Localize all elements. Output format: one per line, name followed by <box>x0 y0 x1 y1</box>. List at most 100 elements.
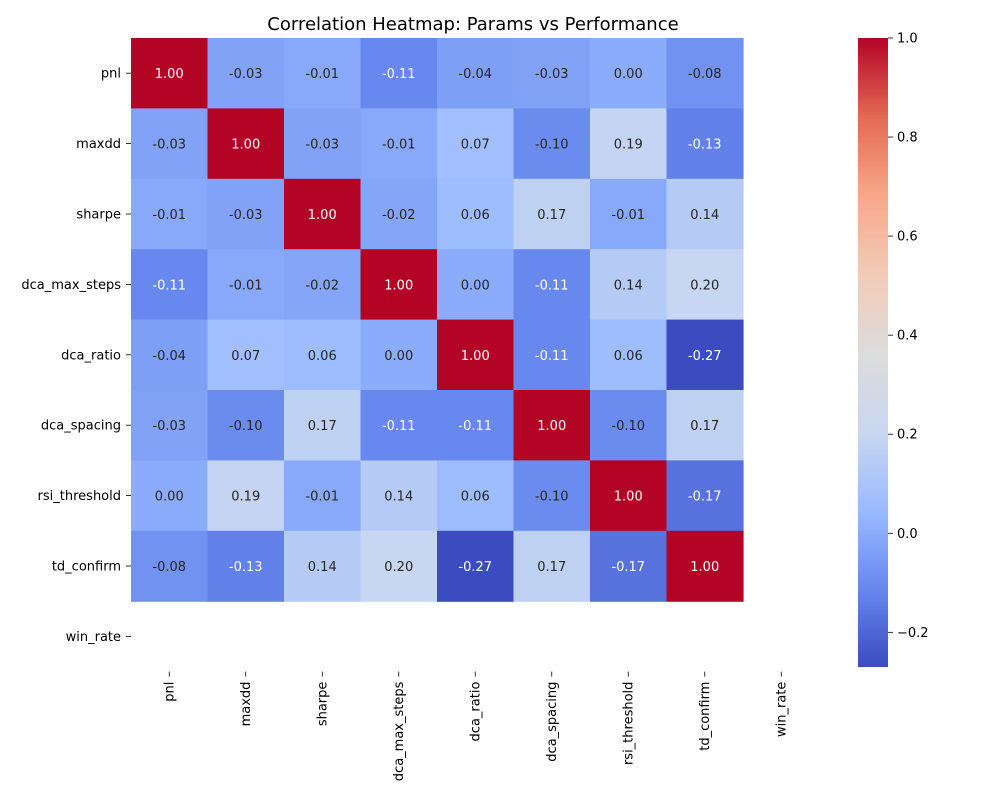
heatmap-cell-dca_ratio-maxdd <box>207 319 285 391</box>
cell-value-label: -0.01 <box>382 138 416 153</box>
cell-value-label: -0.10 <box>611 419 645 434</box>
cell-value-label: 0.17 <box>308 419 337 434</box>
cell-value-label: -0.11 <box>535 278 569 293</box>
x-tick-label-pnl: pnl <box>163 682 178 702</box>
cell-value-label: -0.11 <box>382 67 416 82</box>
y-tick-label-dca_ratio: dca_ratio <box>61 348 121 363</box>
heatmap-cell-labels: 1.00 -0.03 -0.01 -0.11 -0.04 -0.03 0.00 -0.08 -0… <box>152 67 721 575</box>
cell-value-label: -0.27 <box>688 349 722 364</box>
cell-value-label: 0.07 <box>231 349 260 364</box>
cell-value-label: -0.11 <box>382 419 416 434</box>
x-tick-label-maxdd: maxdd <box>239 682 254 727</box>
x-tick-label-win_rate: win_rate <box>775 682 790 737</box>
cell-value-label: 0.00 <box>461 278 490 293</box>
heatmap-cell-sharpe-pnl <box>131 178 209 250</box>
heatmap-cell-maxdd-dca_max_steps <box>360 108 438 180</box>
cell-value-label: -0.03 <box>229 208 263 223</box>
cell-value-label: 0.14 <box>614 278 643 293</box>
heatmap-cell-td_confirm-td_confirm <box>666 530 744 602</box>
heatmap-cells <box>131 38 744 602</box>
cell-value-label: 1.00 <box>308 208 337 223</box>
cell-value-label: 0.14 <box>690 208 719 223</box>
heatmap-cell-sharpe-rsi_threshold <box>590 178 668 250</box>
cell-value-label: 0.06 <box>614 349 643 364</box>
heatmap-cell-dca_ratio-dca_max_steps <box>360 319 438 391</box>
heatmap-cell-pnl-dca_spacing <box>513 38 591 109</box>
cell-value-label: -0.03 <box>229 67 263 82</box>
cell-value-label: -0.01 <box>611 208 645 223</box>
heatmap-cell-sharpe-sharpe <box>284 178 362 250</box>
cell-value-label: 0.06 <box>461 490 490 505</box>
heatmap-cell-maxdd-td_confirm <box>666 108 744 180</box>
heatmap-cell-dca_max_steps-dca_max_steps <box>360 249 438 321</box>
heatmap-cell-sharpe-dca_spacing <box>513 178 591 250</box>
heatmap-cell-td_confirm-dca_max_steps <box>360 530 438 602</box>
cell-value-label: 0.20 <box>690 278 719 293</box>
x-tick-label-td_confirm: td_confirm <box>698 682 713 751</box>
heatmap-cell-dca_max_steps-pnl <box>131 249 209 321</box>
colorbar-tick-label: 0.0 <box>897 527 918 542</box>
cell-value-label: -0.11 <box>458 419 492 434</box>
cell-value-label: 0.00 <box>155 490 184 505</box>
heatmap-cell-dca_spacing-dca_max_steps <box>360 390 438 461</box>
cell-value-label: -0.01 <box>152 208 186 223</box>
heatmap-cell-rsi_threshold-dca_ratio <box>437 460 515 532</box>
heatmap-cell-td_confirm-rsi_threshold <box>590 530 668 602</box>
y-tick-label-rsi_threshold: rsi_threshold <box>38 489 121 504</box>
cell-value-label: 0.07 <box>461 138 490 153</box>
heatmap-cell-td_confirm-dca_ratio <box>437 530 515 602</box>
x-tick-label-dca_max_steps: dca_max_steps <box>392 681 407 781</box>
y-tick-label-td_confirm: td_confirm <box>52 560 121 575</box>
y-axis-ticks: pnl maxdd sharpe dca_max_steps dca_ratio dca_… <box>21 67 131 645</box>
cell-value-label: -0.11 <box>152 278 186 293</box>
cell-value-label: 0.14 <box>308 560 337 575</box>
cell-value-label: 1.00 <box>155 67 184 82</box>
heatmap-cell-td_confirm-sharpe <box>284 530 362 602</box>
colorbar-tick-label: 0.6 <box>897 230 918 245</box>
chart-title: Correlation Heatmap: Params vs Performan… <box>267 14 678 35</box>
cell-value-label: -0.17 <box>688 490 722 505</box>
cell-value-label: -0.10 <box>229 419 263 434</box>
heatmap-cell-sharpe-td_confirm <box>666 178 744 250</box>
heatmap-cell-maxdd-dca_spacing <box>513 108 591 180</box>
cell-value-label: 0.17 <box>690 419 719 434</box>
cell-value-label: -0.10 <box>535 490 569 505</box>
y-tick-label-pnl: pnl <box>101 67 121 82</box>
cell-value-label: 0.00 <box>614 67 643 82</box>
heatmap-cell-maxdd-maxdd <box>207 108 285 180</box>
y-tick-label-maxdd: maxdd <box>76 137 121 152</box>
heatmap-cell-rsi_threshold-pnl <box>131 460 209 532</box>
cell-value-label: -0.02 <box>305 278 339 293</box>
heatmap-cell-pnl-dca_ratio <box>437 38 515 109</box>
cell-value-label: 0.06 <box>308 349 337 364</box>
heatmap-cell-td_confirm-maxdd <box>207 530 285 602</box>
cell-value-label: -0.13 <box>688 138 722 153</box>
heatmap-cell-dca_max_steps-td_confirm <box>666 249 744 321</box>
heatmap-cell-dca_spacing-pnl <box>131 390 209 461</box>
cell-value-label: -0.10 <box>535 138 569 153</box>
cell-value-label: -0.04 <box>152 349 186 364</box>
cell-value-label: 1.00 <box>690 560 719 575</box>
heatmap-cell-sharpe-dca_ratio <box>437 178 515 250</box>
colorbar: −0.2 0.0 0.2 0.4 0.6 0.8 1.0 <box>858 32 929 667</box>
x-tick-label-dca_spacing: dca_spacing <box>545 682 560 762</box>
heatmap-cell-rsi_threshold-dca_max_steps <box>360 460 438 532</box>
heatmap-cell-td_confirm-dca_spacing <box>513 530 591 602</box>
heatmap-cell-dca_spacing-dca_spacing <box>513 390 591 461</box>
heatmap-cell-dca_max_steps-dca_spacing <box>513 249 591 321</box>
heatmap-cell-dca_spacing-td_confirm <box>666 390 744 461</box>
heatmap-cell-dca_spacing-rsi_threshold <box>590 390 668 461</box>
heatmap-cell-dca_ratio-dca_ratio <box>437 319 515 391</box>
cell-value-label: 1.00 <box>537 419 566 434</box>
heatmap-cell-dca_spacing-maxdd <box>207 390 285 461</box>
heatmap-cell-td_confirm-pnl <box>131 530 209 602</box>
y-tick-label-dca_spacing: dca_spacing <box>41 419 121 434</box>
cell-value-label: -0.04 <box>458 67 492 82</box>
x-tick-label-sharpe: sharpe <box>316 682 331 727</box>
cell-value-label: 1.00 <box>384 278 413 293</box>
heatmap-cell-dca_max_steps-sharpe <box>284 249 362 321</box>
colorbar-tick-label: −0.2 <box>897 626 929 641</box>
cell-value-label: -0.03 <box>152 138 186 153</box>
cell-value-label: -0.08 <box>152 560 186 575</box>
